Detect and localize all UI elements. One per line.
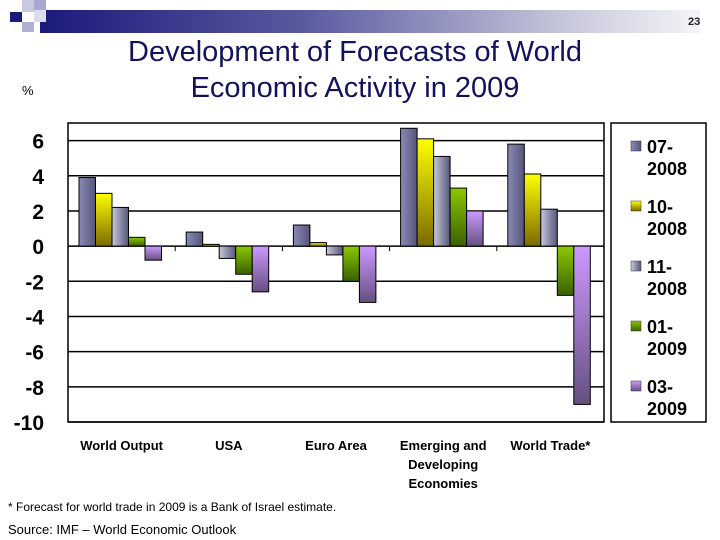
page-title: Development of Forecasts of World Econom… xyxy=(80,34,630,106)
legend-label: 2008 xyxy=(647,219,687,239)
bar-03-2009-World Trade* xyxy=(573,245,591,405)
legend-label: 2008 xyxy=(647,279,687,299)
decor-square xyxy=(34,10,46,22)
legend-swatch xyxy=(630,320,642,332)
x-tick-label: Emerging and xyxy=(400,438,487,453)
legend-label: 01- xyxy=(647,317,673,337)
decor-square xyxy=(10,12,22,22)
bar-11-2008-World Output xyxy=(111,206,129,247)
x-tick-label: Developing xyxy=(408,457,478,472)
bar-11-2008-Euro Area xyxy=(325,245,344,256)
source-note: Source: IMF – World Economic Outlook xyxy=(8,522,237,537)
legend-label: 2009 xyxy=(647,339,687,359)
legend-label: 2008 xyxy=(647,159,687,179)
legend-label: 10- xyxy=(647,197,673,217)
decor-square xyxy=(22,0,34,12)
bar-03-2009-Euro Area xyxy=(358,245,377,303)
x-tick-label: World Output xyxy=(80,438,163,453)
y-tick-label: -4 xyxy=(25,306,44,329)
legend-swatch xyxy=(630,140,642,152)
bar-10-2008-Euro Area xyxy=(309,242,327,247)
bar-07-2008-Emerging and Developing Economies xyxy=(400,127,418,247)
footnote: * Forecast for world trade in 2009 is a … xyxy=(8,500,337,514)
y-tick-label: -10 xyxy=(14,412,44,435)
legend-swatch xyxy=(630,380,642,392)
y-axis-unit: % xyxy=(22,83,34,98)
legend-label: 03- xyxy=(647,377,673,397)
bar-01-2009-Euro Area xyxy=(342,245,360,282)
bar-10-2008-World Trade* xyxy=(523,173,542,247)
legend-swatch xyxy=(630,260,642,272)
title-line: Development of Forecasts of World xyxy=(128,36,582,68)
bar-01-2009-World Output xyxy=(128,236,146,247)
legend-label: 11- xyxy=(647,257,672,277)
header-bar xyxy=(40,10,700,33)
y-tick-label: 4 xyxy=(32,166,44,189)
legend-label: 07- xyxy=(647,137,673,157)
bar-03-2009-Emerging and Developing Economies xyxy=(466,210,484,247)
bar-10-2008-World Output xyxy=(95,192,113,247)
bar-01-2009-World Trade* xyxy=(556,245,575,296)
y-tick-label: 2 xyxy=(32,201,44,224)
bar-07-2008-USA xyxy=(185,231,204,247)
bar-11-2008-USA xyxy=(218,245,237,259)
bar-07-2008-World Trade* xyxy=(507,143,525,247)
bar-11-2008-World Trade* xyxy=(540,208,558,247)
bar-07-2008-Euro Area xyxy=(292,224,311,247)
bar-01-2009-USA xyxy=(235,245,253,275)
bar-01-2009-Emerging and Developing Economies xyxy=(449,187,468,247)
x-tick-label: USA xyxy=(215,438,243,453)
page-number: 23 xyxy=(688,16,701,28)
y-tick-label: -2 xyxy=(25,271,44,294)
bar-07-2008-World Output xyxy=(78,177,96,247)
y-tick-label: -6 xyxy=(25,342,44,365)
bar-03-2009-World Output xyxy=(144,245,162,261)
y-tick-label: 0 xyxy=(32,236,44,259)
bar-10-2008-Emerging and Developing Economies xyxy=(416,138,435,247)
bar-11-2008-Emerging and Developing Economies xyxy=(433,155,451,247)
title-line: Economic Activity in 2009 xyxy=(190,72,520,104)
y-tick-label: -8 xyxy=(25,377,44,400)
x-tick-label: World Trade* xyxy=(510,438,591,453)
y-tick-label: 6 xyxy=(32,131,44,154)
x-tick-label: Euro Area xyxy=(305,438,367,453)
bar-03-2009-USA xyxy=(251,245,270,293)
bar-10-2008-USA xyxy=(202,243,220,247)
x-tick-label: Economies xyxy=(409,476,478,491)
decor-square xyxy=(34,0,46,12)
legend xyxy=(610,122,707,423)
bar-chart: 6 4 2 0 -2 -4 -6 -8 -10 World Output USA Euro Area E… xyxy=(14,122,707,491)
decor-square xyxy=(22,22,34,32)
legend-label: 2009 xyxy=(647,399,687,419)
legend-swatch xyxy=(630,200,642,212)
